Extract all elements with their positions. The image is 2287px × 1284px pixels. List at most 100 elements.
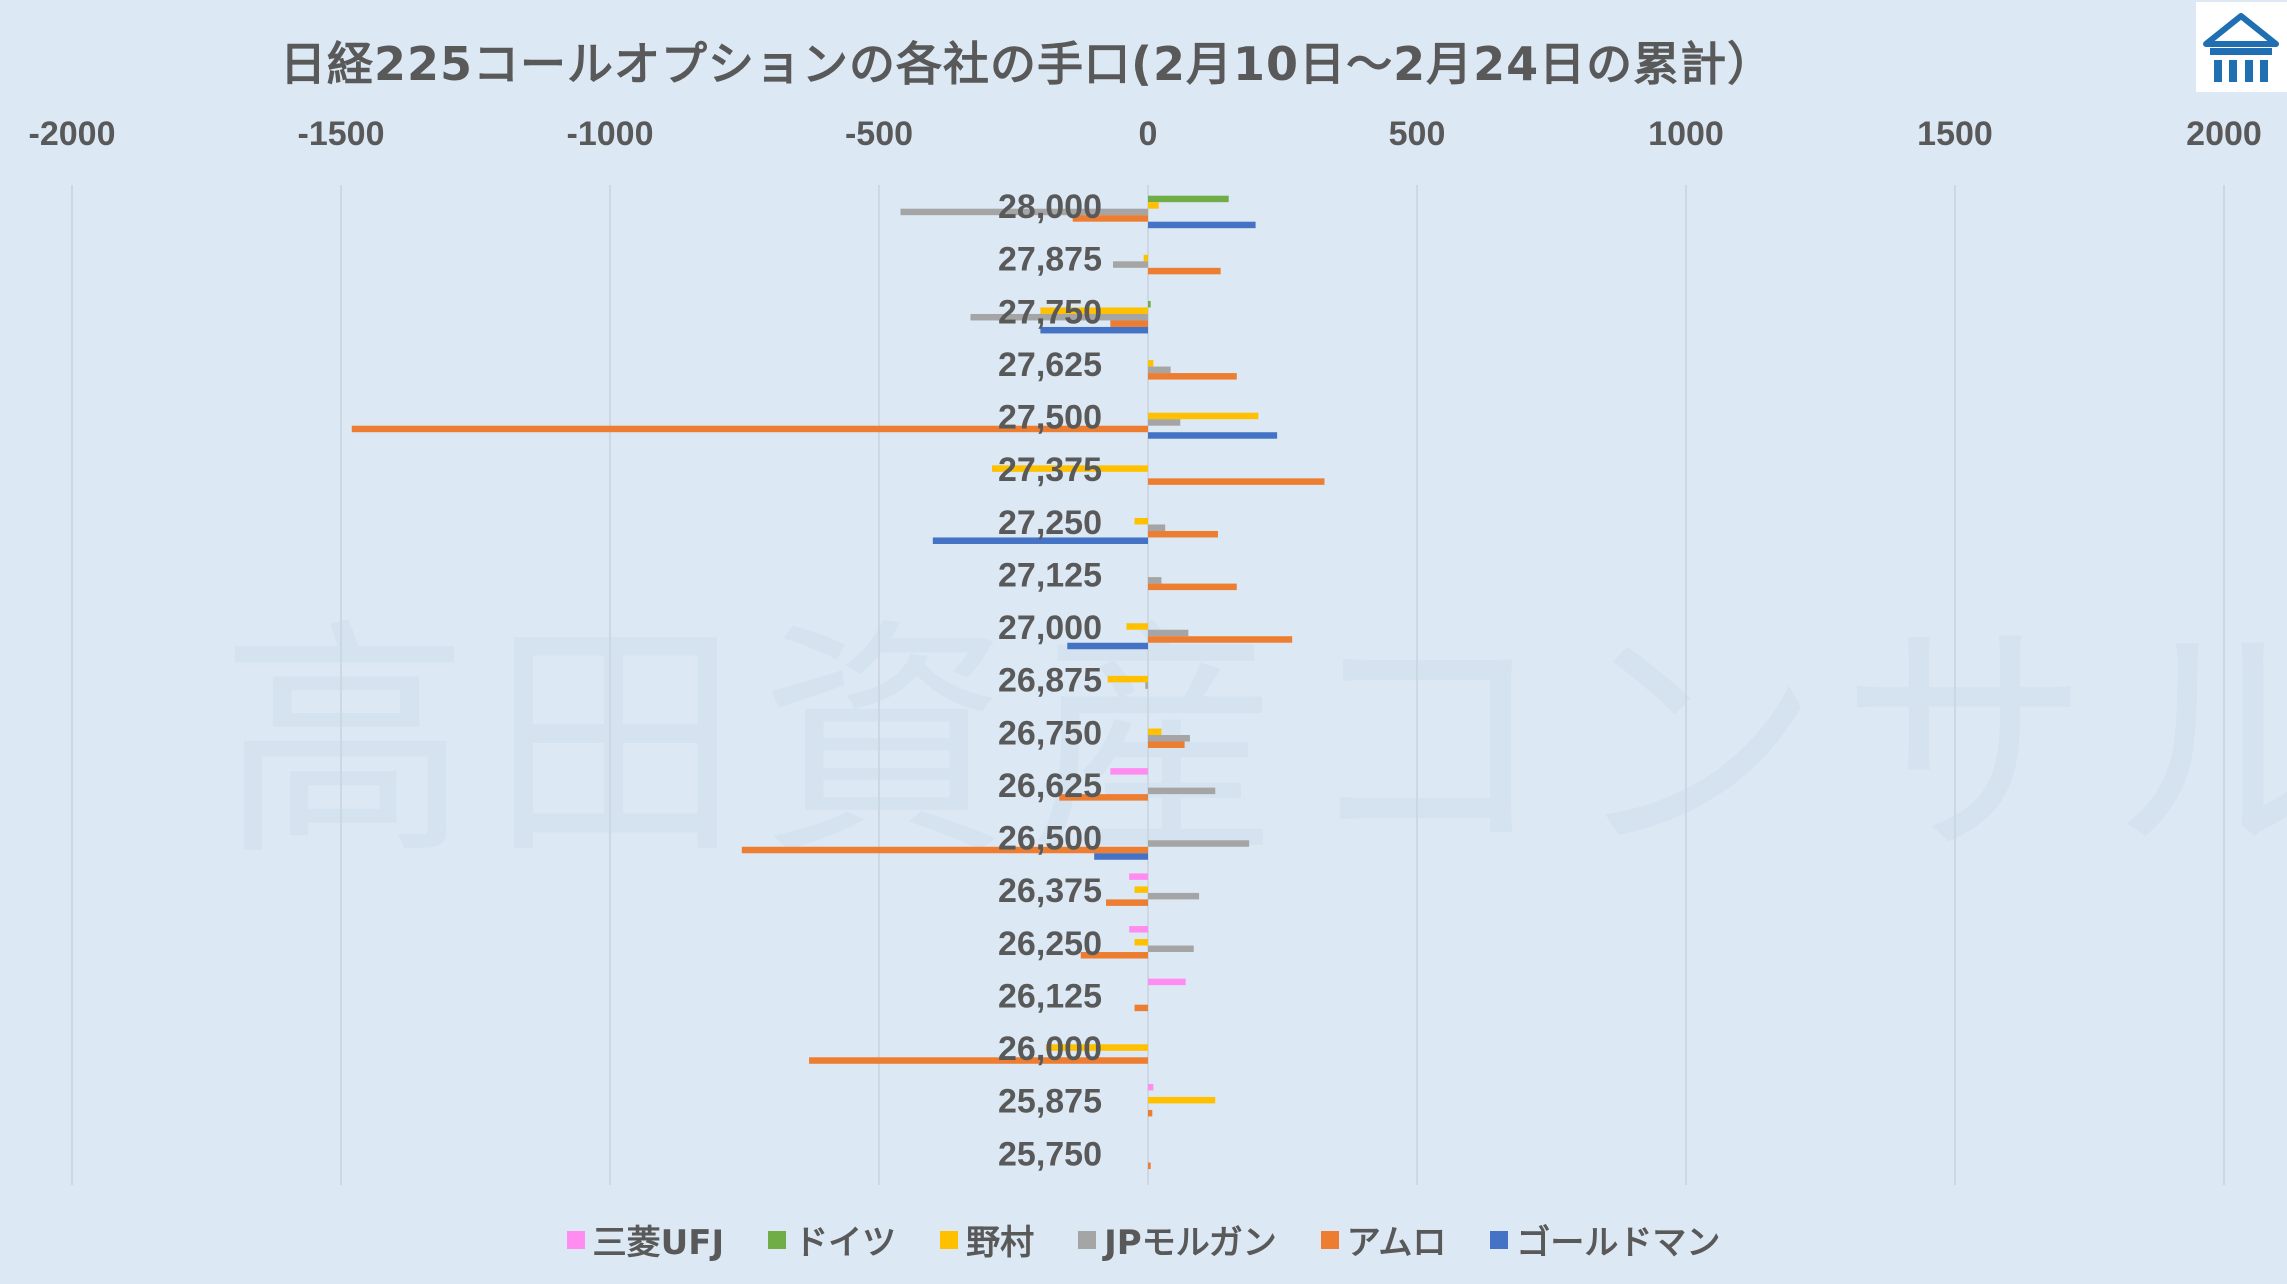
legend-item: ゴールドマン bbox=[1490, 1215, 1720, 1264]
category-label: 26,875 bbox=[998, 662, 1102, 700]
bar bbox=[1110, 768, 1148, 775]
bar bbox=[1148, 300, 1151, 308]
bar bbox=[1040, 326, 1148, 334]
bar bbox=[1107, 675, 1148, 683]
bar bbox=[1148, 741, 1185, 748]
bar bbox=[970, 313, 1148, 321]
legend-label: 野村 bbox=[966, 1223, 1035, 1263]
bar bbox=[1148, 1162, 1151, 1170]
bar bbox=[1134, 1004, 1148, 1012]
chart-title: 日経225コールオプションの各社の手口(2月10日～2月24日の累計） bbox=[280, 37, 1775, 91]
legend-label: ドイツ bbox=[794, 1223, 897, 1263]
bar-chart: -2000 -1500 -1000 -500 0 500 1000 1500 2000 28,0… bbox=[29, 115, 2262, 1185]
bar bbox=[1148, 583, 1237, 591]
category-label: 26,750 bbox=[998, 714, 1102, 752]
bar bbox=[1148, 195, 1229, 203]
bar bbox=[1148, 419, 1181, 426]
category-label: 25,750 bbox=[998, 1135, 1102, 1173]
x-tick-label: 0 bbox=[1139, 115, 1158, 153]
category-label: 26,250 bbox=[998, 925, 1102, 963]
category-label: 25,875 bbox=[998, 1083, 1102, 1121]
category-label: 26,625 bbox=[998, 767, 1102, 805]
bar bbox=[1148, 787, 1216, 795]
legend-item: アムロ bbox=[1320, 1215, 1446, 1264]
legend-swatch bbox=[768, 1230, 787, 1249]
bars bbox=[351, 195, 1325, 1170]
x-tick-label: 2000 bbox=[2186, 115, 2262, 153]
bar bbox=[1148, 412, 1259, 420]
bar bbox=[1080, 952, 1148, 959]
bar bbox=[1148, 945, 1194, 953]
category-label: 27,875 bbox=[998, 241, 1102, 279]
bar bbox=[351, 425, 1148, 433]
bar bbox=[1148, 360, 1154, 367]
x-tick-label: 1000 bbox=[1648, 115, 1724, 153]
bar bbox=[1148, 629, 1189, 637]
bar bbox=[991, 465, 1148, 472]
bar bbox=[1045, 1044, 1148, 1051]
bar bbox=[741, 846, 1148, 854]
bar bbox=[1134, 517, 1148, 525]
bar bbox=[1067, 642, 1148, 650]
bar bbox=[1148, 1109, 1153, 1117]
legend-label: JPモルガン bbox=[1104, 1223, 1277, 1263]
bar bbox=[1148, 366, 1171, 374]
bar bbox=[1059, 794, 1148, 801]
bar bbox=[1148, 728, 1162, 735]
bar bbox=[1113, 261, 1148, 268]
legend-swatch bbox=[1078, 1230, 1097, 1249]
x-tick-label: -2000 bbox=[29, 115, 116, 153]
category-label: 27,750 bbox=[998, 293, 1102, 331]
bar bbox=[1148, 892, 1200, 900]
bar bbox=[1148, 840, 1250, 847]
category-label: 27,500 bbox=[998, 399, 1102, 437]
legend-swatch bbox=[940, 1230, 959, 1249]
bar bbox=[1148, 1096, 1216, 1104]
category-label: 26,000 bbox=[998, 1030, 1102, 1068]
bar bbox=[1148, 267, 1221, 275]
legend-label: 三菱UFJ bbox=[592, 1223, 725, 1263]
bar bbox=[1148, 978, 1186, 986]
x-tick-label: 500 bbox=[1389, 115, 1446, 153]
legend-item: 野村 bbox=[940, 1215, 1034, 1264]
category-label: 26,125 bbox=[998, 977, 1102, 1015]
gridlines bbox=[71, 185, 2225, 1185]
bar bbox=[1129, 873, 1148, 880]
category-label: 26,500 bbox=[998, 820, 1102, 858]
legend-item: 三菱UFJ bbox=[566, 1215, 725, 1264]
bar bbox=[1134, 886, 1148, 893]
category-label: 27,625 bbox=[998, 346, 1102, 384]
bar bbox=[1148, 373, 1237, 380]
bar bbox=[1110, 320, 1148, 327]
bar bbox=[1148, 221, 1256, 229]
category-labels: 28,000 27,875 27,750 27,625 27,500 27,375 27,2… bbox=[998, 188, 1102, 1173]
bar bbox=[1148, 478, 1325, 485]
legend-swatch bbox=[1320, 1230, 1339, 1249]
x-tick-label: 1500 bbox=[1917, 115, 1993, 153]
category-label: 27,250 bbox=[998, 504, 1102, 542]
bar bbox=[1094, 853, 1148, 860]
bar bbox=[1148, 577, 1162, 584]
category-label: 27,125 bbox=[998, 556, 1102, 594]
bar bbox=[1148, 1083, 1154, 1091]
brand-logo bbox=[2196, 2, 2287, 92]
bar bbox=[900, 208, 1148, 216]
category-label: 28,000 bbox=[998, 188, 1102, 226]
bar bbox=[1040, 307, 1148, 314]
legend-item: JPモルガン bbox=[1078, 1215, 1277, 1264]
bar bbox=[1148, 530, 1218, 538]
bar bbox=[809, 1057, 1148, 1064]
bar bbox=[932, 537, 1148, 544]
legend-swatch bbox=[1490, 1230, 1509, 1249]
bar bbox=[1148, 524, 1166, 531]
bar bbox=[1148, 636, 1293, 643]
bar bbox=[1148, 202, 1159, 209]
legend-swatch bbox=[566, 1230, 585, 1249]
bar bbox=[1143, 254, 1148, 262]
bar bbox=[1145, 682, 1148, 689]
category-label: 26,375 bbox=[998, 872, 1102, 910]
x-tick-label: -500 bbox=[845, 115, 913, 153]
legend: 三菱UFJ ドイツ 野村 JPモルガン アムロ ゴールドマン bbox=[0, 1215, 2287, 1264]
bar bbox=[1126, 623, 1148, 630]
bar bbox=[1148, 735, 1190, 742]
